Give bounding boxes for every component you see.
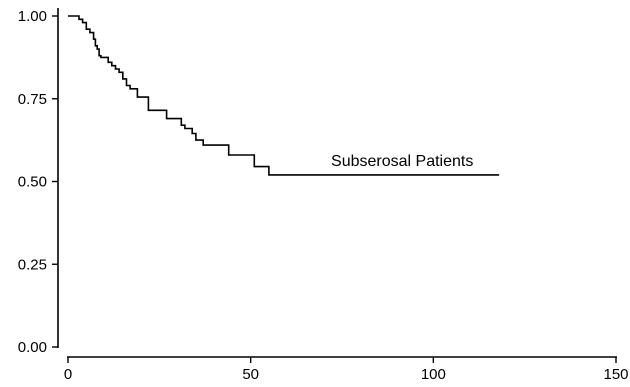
- x-tick-label: 0: [64, 366, 72, 383]
- y-tick-label: 0.50: [18, 174, 47, 191]
- y-ticks: 0.00 0.25 0.50 0.75 1.00: [18, 8, 58, 356]
- x-tick-label: 50: [242, 366, 259, 383]
- y-tick-label: 0.00: [18, 339, 47, 356]
- y-axis: 0.00 0.25 0.50 0.75 1.00: [18, 8, 59, 356]
- x-tick-label: 100: [421, 366, 446, 383]
- x-ticks: 0 50 100 150: [64, 357, 629, 383]
- y-tick-label: 0.75: [18, 91, 47, 108]
- y-tick-label: 1.00: [18, 8, 47, 25]
- x-axis: 0 50 100 150: [64, 356, 629, 383]
- survival-curve-subserosal: [68, 15, 500, 176]
- series-annotation-label: Subserosal Patients: [331, 153, 473, 170]
- x-tick-label: 150: [603, 366, 628, 383]
- annotations: Subserosal Patients: [331, 153, 473, 170]
- y-tick-label: 0.25: [18, 256, 47, 273]
